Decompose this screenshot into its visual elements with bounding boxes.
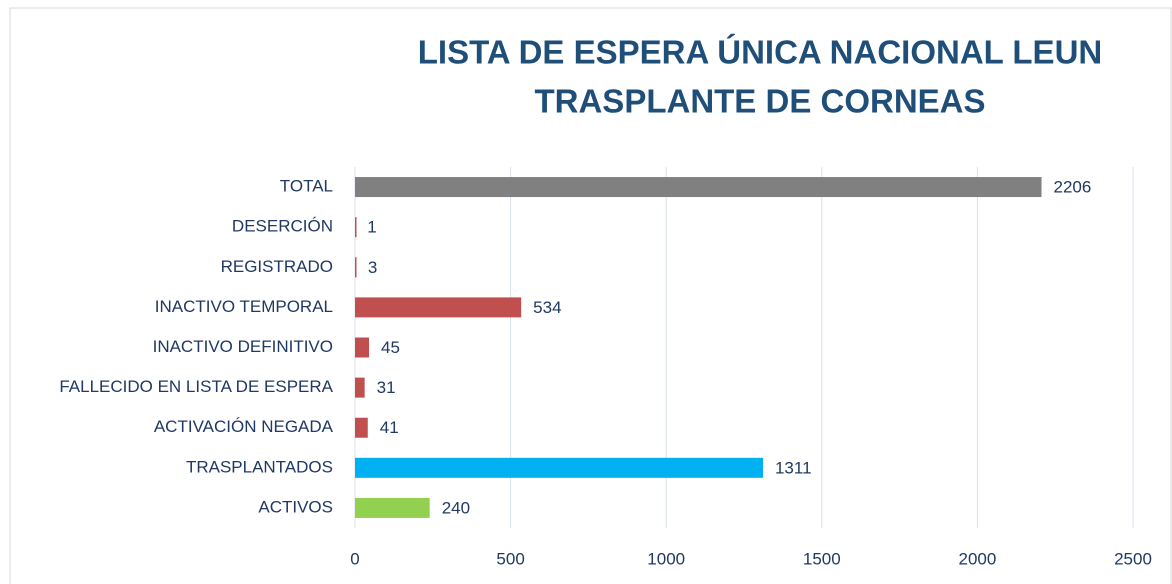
- bar: [355, 417, 368, 438]
- value-label: 41: [380, 418, 399, 437]
- y-tick-label: TOTAL: [280, 177, 333, 196]
- x-tick-label: 2000: [958, 549, 996, 568]
- x-tick-label: 1000: [647, 549, 685, 568]
- chart-title: TRASPLANTE DE CORNEAS: [534, 83, 985, 120]
- bar: [355, 217, 357, 238]
- y-tick-label: DESERCIÓN: [232, 217, 333, 236]
- bar: [355, 457, 763, 478]
- value-label: 240: [442, 498, 470, 517]
- x-tick-label: 0: [350, 549, 359, 568]
- y-tick-label: REGISTRADO: [221, 257, 333, 276]
- value-label: 31: [377, 378, 396, 397]
- value-label: 3: [368, 258, 377, 277]
- y-tick-label: ACTIVOS: [258, 497, 333, 516]
- bar: [355, 377, 365, 398]
- value-label: 1: [367, 218, 376, 237]
- x-tick-label: 1500: [803, 549, 841, 568]
- value-label: 1311: [775, 458, 812, 477]
- y-tick-label: INACTIVO TEMPORAL: [155, 297, 333, 316]
- y-tick-label: ACTIVACIÓN NEGADA: [154, 417, 334, 436]
- bar: [355, 297, 522, 318]
- x-tick-label: 2500: [1114, 549, 1152, 568]
- x-tick-label: 500: [496, 549, 524, 568]
- chart-border: [9, 7, 1172, 584]
- bar: [355, 177, 1042, 198]
- y-tick-label: TRASPLANTADOS: [186, 457, 333, 476]
- bar: [355, 337, 370, 358]
- y-tick-label: INACTIVO DEFINITIVO: [153, 337, 333, 356]
- bar: [355, 257, 357, 278]
- bar: [355, 497, 430, 518]
- chart-title: LISTA DE ESPERA ÚNICA NACIONAL LEUN: [418, 34, 1102, 71]
- value-label: 534: [533, 298, 561, 317]
- y-tick-label: FALLECIDO EN LISTA DE ESPERA: [59, 377, 333, 396]
- value-label: 2206: [1054, 178, 1092, 197]
- value-label: 45: [381, 338, 400, 357]
